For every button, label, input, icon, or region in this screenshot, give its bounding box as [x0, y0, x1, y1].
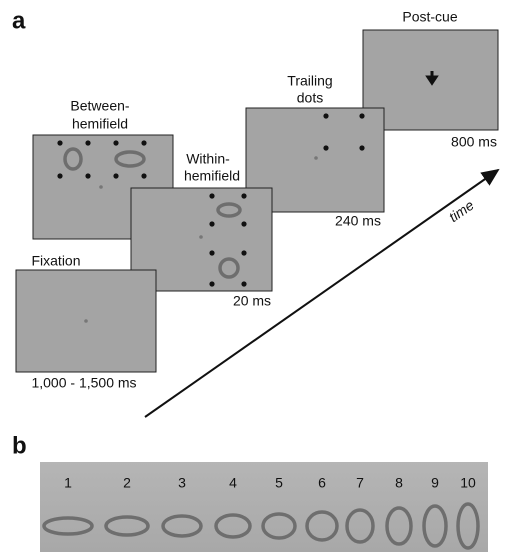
screen-title: Within- [186, 151, 230, 167]
duration: 800 ms [451, 134, 497, 150]
ellipse-stimulus [104, 515, 150, 537]
screen-title: Fixation [31, 253, 80, 269]
duration: 20 ms [233, 293, 271, 309]
ellipse-stimulus [385, 506, 413, 546]
ellipse-stimulus [422, 504, 448, 548]
duration: 1,000 - 1,500 ms [31, 375, 136, 391]
dot [359, 145, 365, 151]
screen-title: dots [297, 90, 323, 106]
stimulus-number: 1 [64, 475, 72, 491]
ellipse-stimulus [63, 147, 83, 171]
ellipse-series: 1 2 3 4 5 6 7 8 9 10 [42, 475, 480, 550]
ellipse-stimulus [305, 510, 339, 542]
stimulus-number: 2 [123, 475, 131, 491]
stimulus-number: 7 [356, 475, 364, 491]
stimulus-number: 8 [395, 475, 403, 491]
time-arrow [144, 168, 500, 418]
fixation-dot [99, 185, 103, 189]
panel-label: b [12, 432, 27, 459]
stimulus-strip [40, 462, 488, 552]
screen-title: Between- [70, 98, 129, 114]
screen-title: hemifield [72, 116, 128, 132]
stimulus-number: 10 [460, 475, 476, 491]
ellipse-stimulus [161, 514, 203, 538]
ellipse-stimulus [218, 257, 240, 279]
ellipse-stimulus [114, 150, 146, 168]
ellipse-stimulus [42, 516, 94, 536]
fixation-dot [314, 156, 318, 160]
cue-arrow [425, 71, 439, 86]
screen-title: hemifield [184, 168, 240, 184]
duration: 240 ms [335, 213, 381, 229]
ellipse-stimulus [214, 513, 252, 539]
time-label: time [446, 197, 477, 225]
stimulus-number: 3 [178, 475, 186, 491]
ellipse-stimulus [345, 508, 375, 544]
dot [323, 145, 329, 151]
dots [209, 193, 247, 287]
stimulus-number: 9 [431, 475, 439, 491]
screen-title: Trailing [287, 73, 332, 89]
ellipse-stimulus [261, 512, 297, 540]
fixation-dot [84, 319, 88, 323]
dot [323, 113, 329, 119]
stimulus-number: 4 [229, 475, 237, 491]
ellipse-stimulus [216, 202, 242, 218]
stimulus-number: 6 [318, 475, 326, 491]
fixation-dot [199, 235, 203, 239]
dot [359, 113, 365, 119]
ellipse-stimulus [456, 502, 480, 550]
dots [57, 140, 147, 179]
screen-title: Post-cue [402, 9, 457, 25]
panel-label: a [12, 7, 26, 34]
stimulus-number: 5 [275, 475, 283, 491]
